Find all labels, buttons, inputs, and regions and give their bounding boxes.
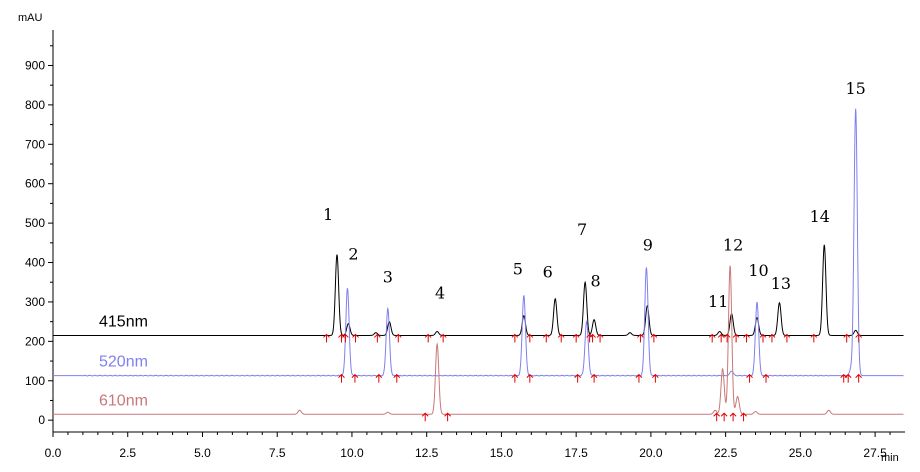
peak-label: 1 [323,205,333,224]
integration-marker [746,373,753,383]
x-tick-label: 25.0 [789,446,813,460]
integration-marker [637,333,644,343]
y-unit-label: mAU [18,12,43,24]
x-tick-label: 10.0 [340,446,364,460]
integration-marker [652,373,659,383]
y-tick-label: 900 [25,58,45,72]
y-tick-label: 500 [25,216,45,230]
series-labels: 415nm 520nm 610nm [99,313,148,409]
x-tick-label: 0.0 [45,446,62,460]
integration-marker [526,373,534,383]
peak-label: 9 [643,236,653,255]
integration-marker [351,373,359,383]
integration-marker [526,333,534,343]
peak-label: 2 [348,245,358,264]
x-tick-label: 27.5 [863,446,887,460]
x-tick-label: 5.0 [194,446,211,460]
x-tick-label: 2.5 [119,446,136,460]
integration-marker [323,333,330,343]
peak-label: 5 [513,260,523,279]
y-tick-label: 800 [25,98,45,112]
integration-marker [732,333,740,343]
integration-marker [843,333,851,343]
integration-marker [783,333,791,343]
series-label: 520nm [99,354,148,371]
integration-marker [743,333,750,343]
y-tick-label: 700 [25,137,45,151]
peak-label: 8 [590,271,600,290]
x-axis-ticks: 0.0 2.5 5.0 7.5 10.0 12.5 15.0 17.5 20.0 22.5 25.0… [45,432,891,460]
x-tick-label: 12.5 [415,446,439,460]
integration-marker [844,373,852,383]
integration-marker [338,373,345,383]
series-label: 415nm [99,313,148,330]
integration-marker [424,333,432,343]
y-tick-label: 300 [25,295,45,309]
integration-marker [557,333,565,343]
integration-marker [759,333,767,343]
x-tick-label: 17.5 [564,446,588,460]
integration-marker [421,412,429,422]
integration-marker [723,333,731,343]
integration-marker [650,333,658,343]
integration-marker [635,373,643,383]
integration-marker [768,333,776,343]
integration-marker [574,373,582,383]
x-unit-label: min [881,452,899,464]
integration-marker [439,333,447,343]
integration-marker [855,373,863,383]
y-tick-label: 600 [25,177,45,191]
y-tick-label: 0 [38,413,45,427]
integration-marker [375,373,383,383]
integration-marker [586,333,593,343]
y-tick-label: 100 [25,374,45,388]
integration-marker [740,412,747,422]
peak-label: 10 [748,261,768,280]
integration-marker [511,333,519,343]
x-tick-label: 15.0 [490,446,514,460]
peak-label: 11 [708,292,728,311]
chromatogram-traces [53,108,904,415]
peak-label: 3 [383,268,393,287]
integration-marker [717,333,725,343]
integration-marker [444,412,451,422]
integration-marker [572,333,580,343]
integration-marker [855,333,863,343]
series-line-520nm [53,108,904,377]
y-axis-ticks: 0 100 200 300 400 500 600 700 800 900 [25,45,53,427]
x-tick-label: 20.0 [639,446,663,460]
integration-marker [352,333,359,343]
integration-marker [590,373,598,383]
integration-marker [708,333,716,343]
integration-marker [762,373,770,383]
peak-label: 6 [543,262,553,281]
x-tick-label: 7.5 [269,446,286,460]
integration-marker [374,333,381,343]
integration-marker [393,373,401,383]
integration-marker [342,333,349,343]
integration-marker [810,333,818,343]
peak-label: 14 [810,207,830,226]
y-tick-label: 400 [25,256,45,270]
integration-marker [720,412,728,422]
peak-label: 12 [723,236,743,255]
peak-label: 15 [845,79,865,98]
integration-marker [713,412,721,422]
series-line-610nm [53,265,904,415]
series-label: 610nm [99,392,148,409]
integration-marker [729,412,737,422]
integration-marker [511,373,519,383]
peak-label: 4 [435,283,445,302]
integration-marker [589,333,596,343]
integration-marker [542,333,550,343]
integration-marker [394,333,402,343]
integration-marker [596,333,604,343]
peak-label: 13 [771,274,791,293]
integration-markers [323,333,863,422]
x-tick-label: 22.5 [714,446,738,460]
y-tick-label: 200 [25,334,45,348]
peak-label: 7 [577,220,587,239]
